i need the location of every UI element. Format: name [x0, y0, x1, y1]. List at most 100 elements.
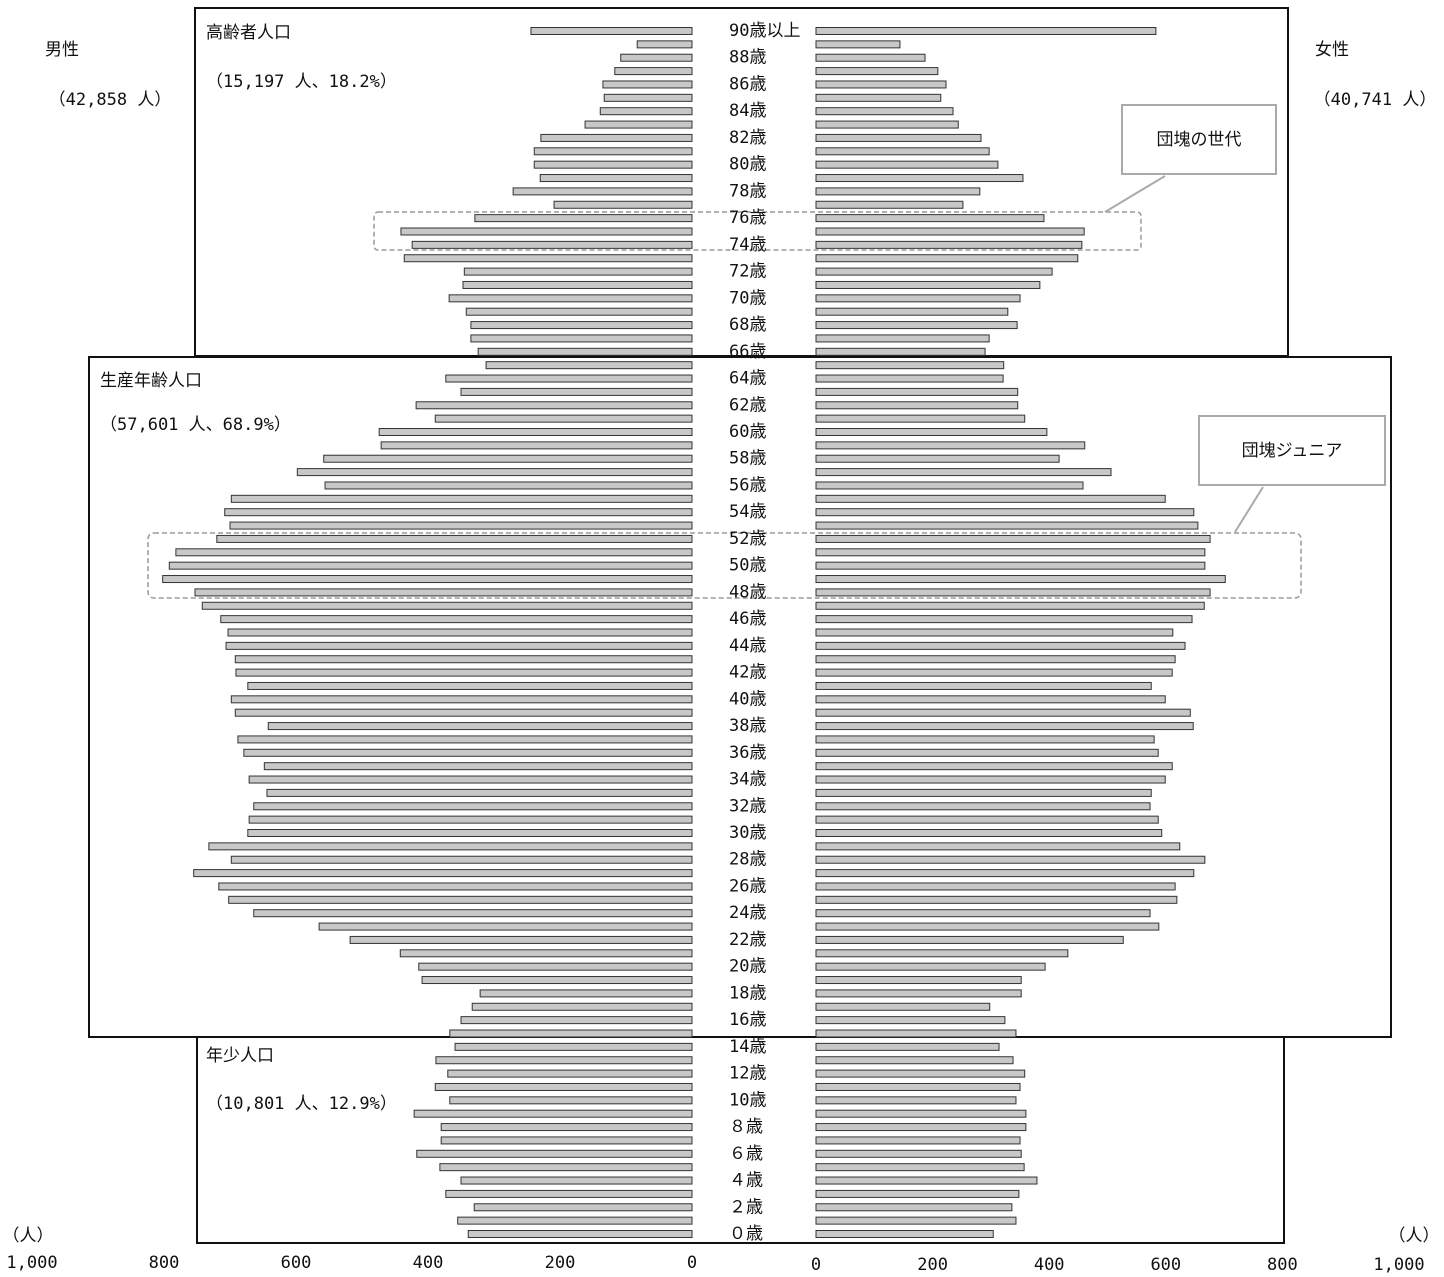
bar-male [263, 762, 693, 771]
category-label: 32歳 [729, 796, 766, 816]
bar-female [815, 1016, 1006, 1025]
bar-male [237, 735, 693, 744]
bar-female [815, 575, 1226, 584]
bar-male [266, 788, 693, 797]
bar-male [485, 361, 693, 370]
bar-female [815, 935, 1124, 944]
bar-male [194, 588, 693, 597]
bar-female [815, 1176, 1038, 1185]
category-label: 26歳 [729, 876, 766, 896]
bar-female [815, 641, 1186, 650]
bar-male [602, 80, 693, 89]
category-label: 70歳 [729, 288, 766, 308]
bar-female [815, 1136, 1021, 1145]
bar-male [434, 1082, 693, 1091]
bar-female [815, 855, 1206, 864]
bar-female [815, 895, 1178, 904]
x-tick-label: 400 [413, 1253, 444, 1273]
bar-male [296, 468, 693, 477]
legend-female: 女性 [1315, 40, 1349, 60]
highlight-box [147, 532, 1302, 599]
bar-male [584, 120, 693, 129]
category-label: 22歳 [729, 930, 766, 950]
bar-male [460, 387, 693, 396]
bar-female [815, 521, 1199, 530]
bar-male [411, 240, 693, 249]
bar-female [815, 93, 942, 102]
bar-male [378, 428, 693, 436]
bar-female [815, 601, 1205, 610]
annotation: 団塊の世代 [1157, 130, 1242, 150]
bar-male [460, 1016, 693, 1025]
bar-male [228, 895, 693, 904]
group-name: 年少人口 [206, 1046, 274, 1066]
bar-female [815, 1002, 991, 1011]
bar-male [439, 1163, 693, 1172]
x-tick-label: 0 [687, 1253, 697, 1273]
bar-male [399, 949, 693, 958]
bar-female [815, 1109, 1027, 1118]
bar-female [815, 788, 1152, 797]
category-label: 84歳 [729, 101, 766, 121]
bar-female [815, 762, 1173, 771]
bar-female [815, 1029, 1017, 1038]
bar-female [815, 254, 1079, 263]
category-label: 36歳 [729, 743, 766, 763]
bar-male [620, 53, 693, 62]
bar-male [230, 695, 693, 704]
bar-male [463, 267, 693, 276]
male-total: （42,858 人） [49, 90, 172, 110]
category-label: 30歳 [729, 823, 766, 843]
bar-female [815, 174, 1024, 183]
bar-female [815, 481, 1084, 490]
bar-female [815, 588, 1211, 597]
bar-female [815, 133, 982, 142]
bar-female [815, 1149, 1022, 1158]
group-name: 生産年齢人口 [100, 371, 202, 391]
bar-female [815, 909, 1151, 918]
bar-male [440, 1136, 693, 1145]
bar-male [449, 1029, 693, 1038]
bar-male [403, 254, 693, 263]
bar-female [815, 922, 1160, 931]
bar-female [815, 708, 1191, 717]
unit-label: （人） [1389, 1226, 1440, 1246]
category-label: 46歳 [729, 609, 766, 629]
callout-box [1121, 104, 1277, 175]
callout-box [1198, 415, 1386, 486]
bar-female [815, 80, 947, 89]
category-label: 40歳 [729, 689, 766, 709]
category-label: 66歳 [729, 342, 766, 362]
x-tick-label: 400 [1034, 1255, 1065, 1275]
bar-male [603, 93, 693, 102]
bar-female [815, 494, 1166, 503]
callout-line [1234, 486, 1264, 533]
group-label: （15,197 人、18.2%） [206, 72, 397, 92]
bar-male [220, 615, 693, 624]
bar-male [218, 882, 693, 891]
category-label: 24歳 [729, 903, 766, 923]
bar-female [815, 240, 1083, 249]
category-label: 76歳 [729, 208, 766, 228]
bar-male [267, 722, 693, 731]
bar-male [470, 334, 693, 343]
bar-male [225, 641, 693, 650]
bar-male [418, 962, 693, 971]
category-label: ２歳 [729, 1197, 763, 1217]
category-label: 88歳 [729, 48, 766, 68]
bar-female [815, 962, 1046, 971]
bar-male [636, 40, 693, 49]
category-label: 90歳以上 [729, 21, 800, 41]
bar-male [421, 976, 693, 985]
bar-female [815, 374, 1004, 383]
group-name: 高齢者人口 [206, 23, 291, 43]
bar-male [415, 401, 693, 410]
bar-female [815, 748, 1159, 757]
category-label: 48歳 [729, 582, 766, 602]
bar-female [815, 1096, 1017, 1105]
bar-male [533, 147, 693, 156]
bar-male [400, 227, 693, 236]
bar-female [815, 775, 1166, 784]
bar-female [815, 628, 1174, 637]
bar-male [324, 481, 693, 490]
